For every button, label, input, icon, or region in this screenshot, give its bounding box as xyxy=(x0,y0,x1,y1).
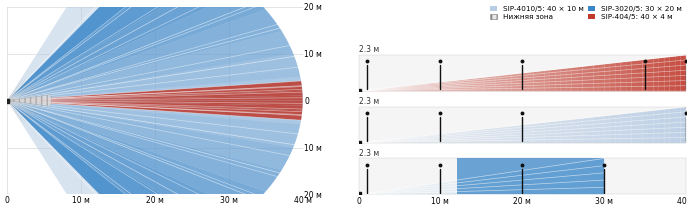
Polygon shape xyxy=(7,91,302,101)
Polygon shape xyxy=(7,101,302,120)
Polygon shape xyxy=(7,101,302,115)
Polygon shape xyxy=(7,101,237,221)
Text: 2.3 м: 2.3 м xyxy=(359,46,379,55)
Polygon shape xyxy=(7,69,302,101)
Polygon shape xyxy=(7,101,265,212)
Polygon shape xyxy=(7,101,245,221)
Polygon shape xyxy=(7,0,203,101)
Polygon shape xyxy=(7,101,302,132)
Polygon shape xyxy=(7,38,298,101)
Text: 2.3 м: 2.3 м xyxy=(359,149,379,158)
Polygon shape xyxy=(7,10,282,101)
Polygon shape xyxy=(7,0,265,101)
Polygon shape xyxy=(7,101,163,221)
Polygon shape xyxy=(7,0,265,101)
Polygon shape xyxy=(7,101,282,192)
Polygon shape xyxy=(7,81,302,101)
Polygon shape xyxy=(7,101,286,192)
Polygon shape xyxy=(7,101,300,148)
Polygon shape xyxy=(7,31,294,101)
Polygon shape xyxy=(7,53,300,101)
Polygon shape xyxy=(7,101,265,218)
Polygon shape xyxy=(7,101,203,221)
Polygon shape xyxy=(7,86,302,101)
Polygon shape xyxy=(7,0,194,101)
Polygon shape xyxy=(7,9,286,101)
Polygon shape xyxy=(7,101,302,124)
Polygon shape xyxy=(7,77,302,101)
Legend: SIP-4010/5: 40 × 10 м, Нижняя зона, SIP-3020/5: 30 × 20 м, SIP-404/5: 40 × 4 м: SIP-4010/5: 40 × 10 м, Нижняя зона, SIP-… xyxy=(490,6,682,20)
Polygon shape xyxy=(7,0,221,101)
Polygon shape xyxy=(7,101,221,221)
Polygon shape xyxy=(7,95,51,107)
Polygon shape xyxy=(7,101,294,170)
Polygon shape xyxy=(7,0,245,101)
Polygon shape xyxy=(7,101,194,221)
Polygon shape xyxy=(7,101,302,105)
Text: 2.3 м: 2.3 м xyxy=(359,97,379,106)
Polygon shape xyxy=(7,101,298,163)
Polygon shape xyxy=(7,101,302,110)
Polygon shape xyxy=(7,96,302,101)
Polygon shape xyxy=(7,0,163,101)
Polygon shape xyxy=(7,0,237,101)
